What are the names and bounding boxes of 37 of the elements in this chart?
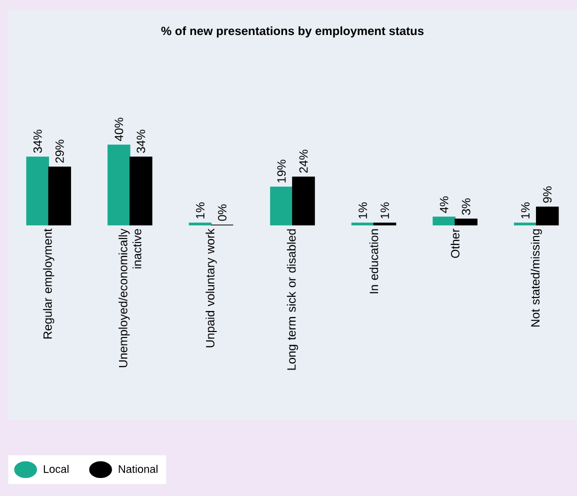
data-label: 4% <box>440 196 448 213</box>
x-tick-label: Unemployed/economically inactive <box>118 228 142 368</box>
bar <box>270 186 293 226</box>
bar <box>48 166 72 226</box>
x-tick-label: Long term sick or disabled <box>286 229 298 370</box>
x-tick-label: In education <box>369 229 378 294</box>
legend-label: Local <box>44 464 68 473</box>
legend-label: National <box>118 464 158 473</box>
x-tick-label: Unpaid voluntary work <box>206 228 217 348</box>
data-label: 29% <box>55 140 64 163</box>
data-label: 34% <box>136 130 146 153</box>
bar <box>188 222 212 226</box>
bar <box>26 156 50 226</box>
chart-title: % of new presentations by employment status <box>161 26 424 38</box>
bar <box>432 216 456 226</box>
data-label: 1% <box>521 202 530 218</box>
data-label: 9% <box>543 186 552 203</box>
data-label: 1% <box>358 202 367 218</box>
bar <box>536 206 559 226</box>
bar <box>373 222 396 226</box>
bar <box>454 218 478 226</box>
data-label: 40% <box>114 118 124 141</box>
data-label: 3% <box>462 198 470 215</box>
x-tick-label: Regular employment <box>43 228 54 339</box>
bar <box>514 222 537 226</box>
data-label: 19% <box>277 160 286 182</box>
bar <box>108 144 130 226</box>
x-tick-label: Not stated/missing <box>530 229 542 327</box>
bar <box>130 156 152 226</box>
data-label: 34% <box>33 130 42 153</box>
data-label: 24% <box>299 150 308 173</box>
x-tick-label: Other <box>450 228 460 258</box>
bar <box>351 222 374 226</box>
bar <box>292 176 315 226</box>
data-label: 1% <box>196 202 204 218</box>
data-label: 0% <box>218 204 226 221</box>
data-label: 1% <box>380 202 389 218</box>
